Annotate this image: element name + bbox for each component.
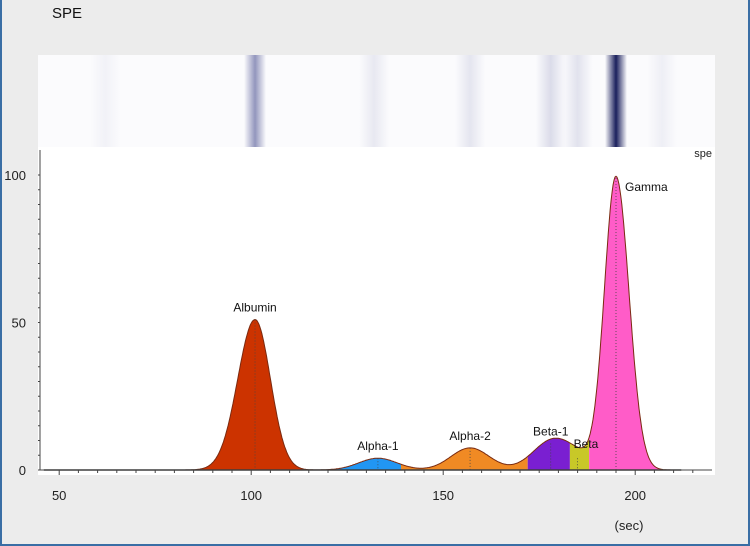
gel-band <box>605 55 627 147</box>
gel-band <box>562 55 593 147</box>
electrophoresis-chart: Albumin Alpha-1 Alpha-2 Beta-1 Beta Gamma spe <box>38 55 715 475</box>
x-tick-label: 150 <box>432 488 454 503</box>
gel-band <box>455 55 486 147</box>
peak-label-albumin: Albumin <box>233 301 276 315</box>
gel-band <box>90 55 121 147</box>
series-label: spe <box>694 148 712 160</box>
x-tick-label: 50 <box>52 488 66 503</box>
peak-label-beta-1: Beta-1 <box>533 424 569 438</box>
fraction-area-alpha-1 <box>320 458 401 470</box>
y-tick-label: 100 <box>4 168 26 183</box>
peak-label-alpha-1: Alpha-1 <box>357 439 399 453</box>
peak-label-gamma: Gamma <box>625 180 668 194</box>
fraction-area-beta <box>569 437 590 470</box>
gel-strip <box>38 55 715 147</box>
window-title: SPE <box>52 5 83 22</box>
gel-band <box>244 55 267 147</box>
gel-band <box>359 55 390 147</box>
fraction-area-alpha-2 <box>401 447 528 470</box>
y-tick-label: 50 <box>12 316 26 331</box>
gel-band <box>535 55 566 147</box>
trace-outline <box>43 175 682 471</box>
gel-band <box>647 55 678 147</box>
peak-label-alpha-2: Alpha-2 <box>449 429 491 443</box>
x-unit-label: (sec) <box>615 518 644 533</box>
chart-panel: Albumin Alpha-1 Alpha-2 Beta-1 Beta Gamma spe <box>38 55 715 475</box>
x-tick-label: 100 <box>240 488 262 503</box>
x-tick-label: 200 <box>624 488 646 503</box>
y-tick-label: 0 <box>19 463 26 478</box>
fraction-area-beta-1 <box>527 438 570 470</box>
peak-label-beta: Beta <box>574 437 599 451</box>
fraction-area-albumin <box>182 319 321 470</box>
